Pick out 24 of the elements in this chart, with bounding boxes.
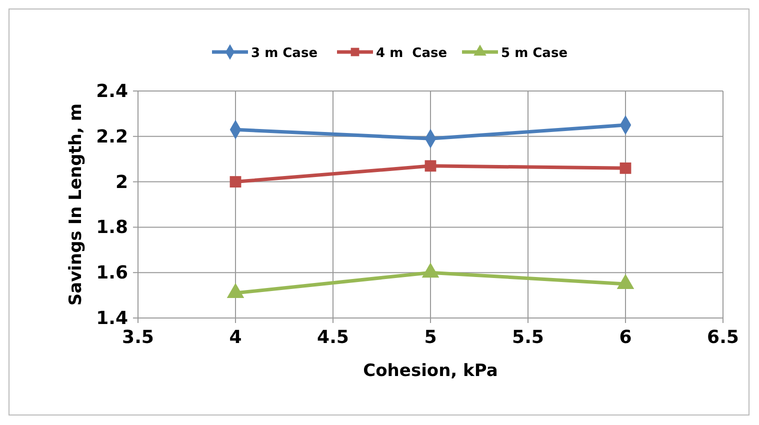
y-tick-label: 2.2 <box>96 126 128 148</box>
point <box>230 176 242 188</box>
point <box>620 162 632 174</box>
x-axis-title: Cohesion, kPa <box>363 361 498 381</box>
x-tick-label: 5 <box>424 327 437 348</box>
point <box>422 262 440 278</box>
x-tick-label: 6 <box>619 327 632 348</box>
legend-label: 4 m Case <box>376 46 448 61</box>
x-tick-label: 4.5 <box>317 327 349 348</box>
y-tick-label: 1.4 <box>96 308 128 329</box>
point <box>226 283 244 298</box>
x-tick-label: 6.5 <box>707 327 739 348</box>
x-tick-label: 3.5 <box>122 327 154 348</box>
x-tick-label: 4 <box>229 327 242 348</box>
y-axis-title: Savings In Length, m <box>66 103 86 306</box>
y-tick-label: 2.4 <box>96 81 128 102</box>
point <box>616 274 634 289</box>
y-tick-label: 2 <box>115 172 128 193</box>
x-tick-label: 5.5 <box>512 327 544 348</box>
y-tick-label: 1.6 <box>96 262 128 284</box>
legend-label: 3 m Case <box>251 46 318 61</box>
legend-label: 5 m Case <box>501 46 568 61</box>
point <box>424 160 436 172</box>
y-tick-label: 1.8 <box>96 217 128 238</box>
